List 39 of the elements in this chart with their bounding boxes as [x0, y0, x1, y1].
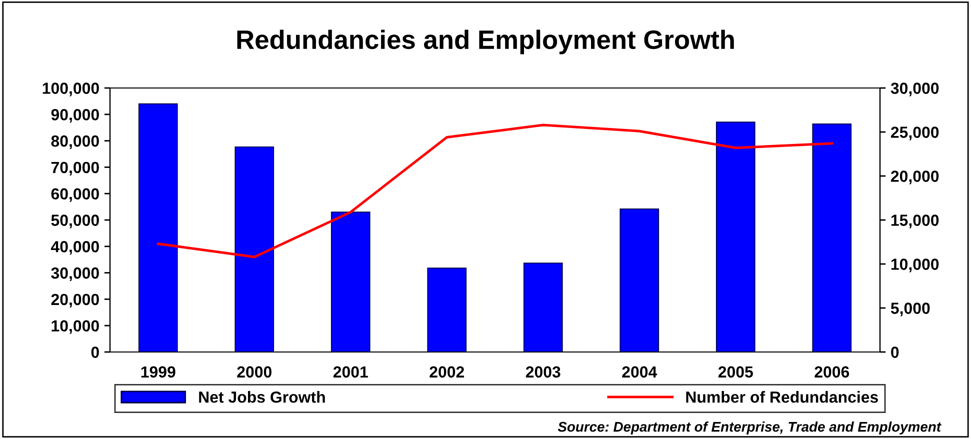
y2-tick-label: 30,000: [890, 82, 939, 96]
bar: [620, 208, 660, 352]
y2-tick-label: 25,000: [890, 126, 939, 140]
x-tick-label: 2004: [622, 366, 658, 378]
legend-label: Number of Redundancies: [686, 391, 878, 403]
x-tick-label: 2001: [333, 366, 368, 378]
y2-tick-label: 20,000: [890, 170, 939, 184]
x-tick-label: 2003: [526, 366, 560, 378]
x-tick-label: 1999: [141, 366, 176, 378]
y-tick-label: 40,000: [50, 241, 99, 255]
y2-tick-label: 0: [891, 346, 899, 358]
y-tick-label: 0: [91, 346, 99, 358]
y-tick-label: 100,000: [42, 82, 99, 96]
y-tick-label: 20,000: [51, 294, 99, 308]
line-series: [156, 124, 834, 258]
y-tick-label: 60,000: [51, 188, 99, 202]
y-tick-label: 70,000: [51, 162, 99, 176]
y-tick-label: 80,000: [51, 135, 99, 150]
bar: [523, 262, 563, 352]
x-tick-label: 2000: [237, 366, 272, 378]
legend-label: Net Jobs Growth: [199, 391, 325, 403]
y2-tick-label: 5,000: [890, 302, 930, 316]
chart-title: Redundancies and Employment Growth: [237, 30, 734, 54]
bar: [716, 122, 756, 352]
x-tick-label: 2005: [718, 366, 753, 378]
y-tick-label: 30,000: [51, 267, 99, 282]
bar: [234, 146, 274, 352]
y-tick-label: 10,000: [52, 320, 99, 334]
bar: [812, 123, 852, 352]
bar: [138, 103, 178, 352]
bar: [427, 268, 467, 352]
y2-tick-label: 15,000: [891, 214, 939, 228]
bar: [330, 212, 370, 352]
y-tick-label: 50,000: [51, 214, 99, 228]
source-note: Source: Department of Enterprise, Trade and Employment: [558, 422, 942, 434]
y2-tick-label: 10,000: [891, 258, 939, 272]
x-tick-label: 2002: [430, 366, 464, 378]
x-tick-label: 2006: [814, 366, 850, 378]
y-tick-label: 90,000: [51, 109, 99, 123]
